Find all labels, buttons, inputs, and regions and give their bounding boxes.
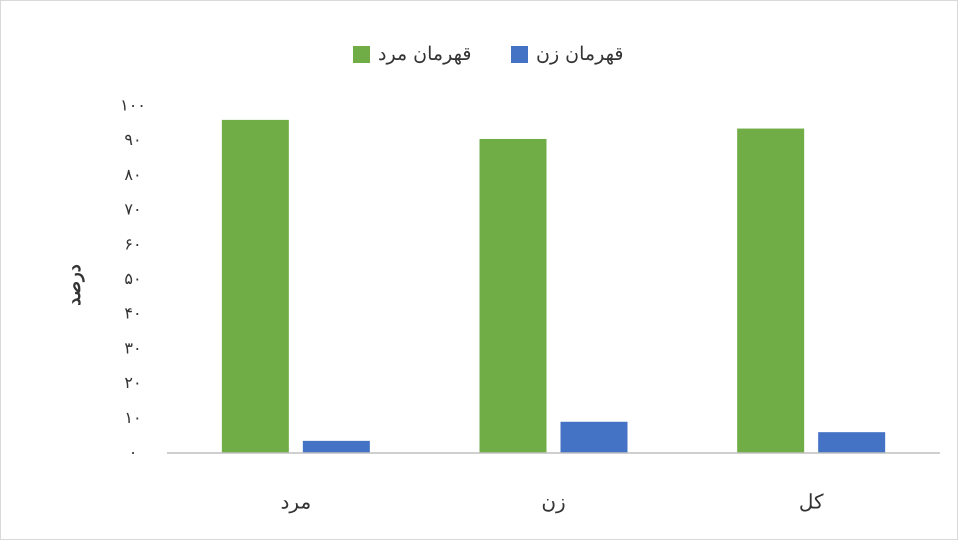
y-axis-label: درصد: [64, 264, 85, 305]
y-tick-label: ۳۰: [124, 338, 141, 357]
y-tick-label: ۲۰: [124, 373, 141, 392]
bar: [737, 128, 805, 453]
legend-swatch: [353, 46, 370, 63]
y-tick-label: ۴۰: [124, 304, 141, 323]
y-tick-label: ۵۰: [124, 269, 141, 288]
bar: [221, 119, 289, 453]
x-tick-label: کل: [799, 490, 824, 514]
y-tick-label: ۹۰: [124, 130, 141, 149]
y-tick-label: ۱۰۰: [120, 96, 146, 115]
y-tick-label: ۰: [129, 443, 138, 462]
bar: [302, 440, 370, 453]
y-tick-label: ۱۰: [124, 408, 141, 427]
bar: [818, 432, 886, 453]
bar: [560, 421, 628, 453]
legend-swatch: [511, 46, 528, 63]
legend-label: قهرمان زن: [536, 43, 623, 65]
y-tick-label: ۷۰: [124, 200, 141, 219]
legend-label: قهرمان مرد: [378, 43, 471, 65]
y-tick-label: ۶۰: [124, 234, 141, 253]
bar: [479, 138, 547, 453]
x-tick-label: زن: [541, 490, 565, 514]
x-tick-label: مرد: [281, 490, 312, 514]
y-tick-label: ۸۰: [124, 165, 141, 184]
